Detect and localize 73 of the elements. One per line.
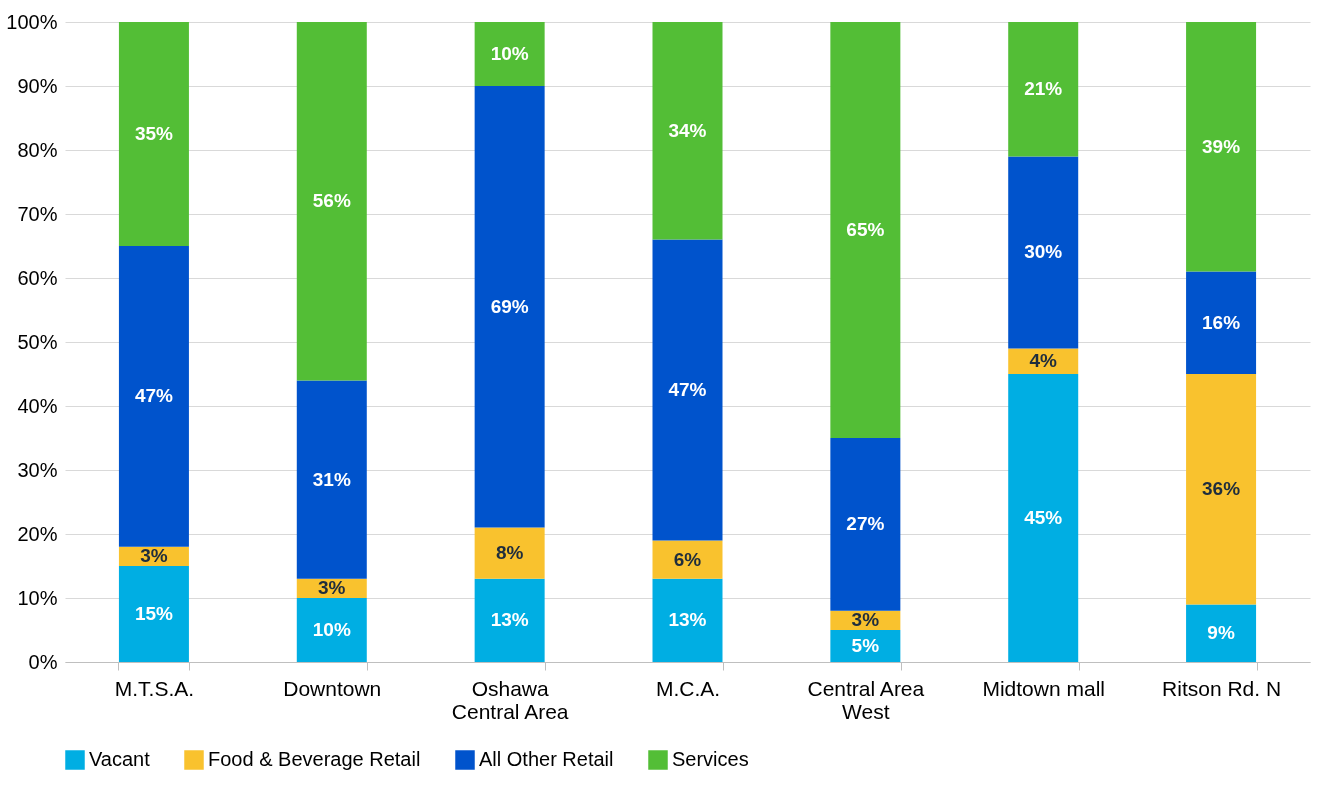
bar — [296, 22, 367, 381]
y-tick-label: 0% — [28, 650, 58, 673]
data-label: 27% — [846, 513, 885, 535]
bar — [1186, 374, 1257, 605]
y-tick-label: 80% — [17, 138, 58, 161]
data-label: 69% — [490, 295, 529, 317]
x-tick-label: Oshawa Central Area — [451, 676, 569, 723]
data-label: 13% — [668, 609, 707, 631]
bar — [118, 246, 189, 547]
data-label: 47% — [134, 385, 174, 407]
data-label: 47% — [668, 379, 707, 400]
bar — [652, 239, 723, 541]
bar — [474, 22, 545, 86]
x-tick-label: M.T.S.A. — [114, 676, 195, 700]
bar — [1186, 604, 1257, 662]
bar — [830, 438, 901, 611]
bar — [1186, 271, 1257, 374]
bar — [652, 22, 723, 240]
legend-label: Vacant — [89, 748, 151, 770]
bar — [1008, 156, 1079, 349]
x-tick-label: Ritson Rd. N — [1162, 676, 1282, 700]
x-tick-label: Downtown — [283, 676, 382, 700]
x-tick-label: M.C.A. — [655, 676, 721, 700]
y-tick-label: 10% — [17, 586, 58, 609]
data-label: 10% — [312, 619, 351, 640]
y-tick-label: 50% — [17, 330, 58, 353]
data-label: 56% — [312, 190, 351, 212]
data-label: 3% — [140, 545, 168, 567]
data-label: 4% — [1029, 350, 1058, 372]
y-tick-label: 20% — [17, 522, 58, 545]
data-label: 13% — [490, 609, 529, 631]
bar — [296, 380, 367, 579]
data-label: 65% — [846, 219, 885, 240]
y-tick-label: 100% — [6, 10, 58, 33]
data-label: 45% — [1024, 507, 1063, 528]
data-label: 9% — [1207, 622, 1235, 644]
legend-label: All Other Retail — [479, 748, 614, 770]
bar — [1008, 374, 1079, 662]
bar — [118, 566, 189, 662]
data-label: 5% — [851, 635, 880, 656]
data-label: 34% — [668, 119, 707, 141]
legend-label: Food & Beverage Retail — [208, 748, 421, 770]
data-label: 3% — [318, 577, 346, 599]
data-label: 10% — [490, 43, 529, 64]
bar — [652, 540, 723, 579]
bar — [830, 22, 901, 438]
data-label: 35% — [134, 123, 174, 144]
legend-label: Services — [672, 748, 749, 770]
y-tick-label: 60% — [17, 266, 58, 289]
bar — [474, 86, 545, 528]
x-tick-label: Midtown mall — [982, 676, 1105, 700]
data-label: 30% — [1024, 241, 1063, 263]
data-label: 15% — [134, 603, 174, 624]
x-tick-label: Central Area West — [807, 676, 925, 723]
bar — [1186, 22, 1257, 272]
bar — [118, 22, 189, 246]
data-label: 8% — [495, 542, 524, 564]
y-tick-label: 30% — [17, 458, 58, 481]
bar — [474, 578, 545, 662]
data-label: 21% — [1024, 78, 1063, 100]
data-label: 16% — [1202, 311, 1241, 333]
data-label: 39% — [1202, 135, 1241, 157]
data-label: 6% — [673, 548, 702, 570]
bar — [652, 578, 723, 662]
bar — [474, 527, 545, 579]
y-tick-label: 70% — [17, 202, 58, 225]
bar — [1008, 22, 1079, 157]
data-label: 31% — [312, 468, 351, 490]
data-label: 36% — [1202, 478, 1241, 500]
bar — [296, 598, 367, 662]
y-tick-label: 40% — [17, 394, 58, 417]
data-label: 3% — [851, 609, 880, 631]
y-tick-label: 90% — [17, 74, 58, 97]
